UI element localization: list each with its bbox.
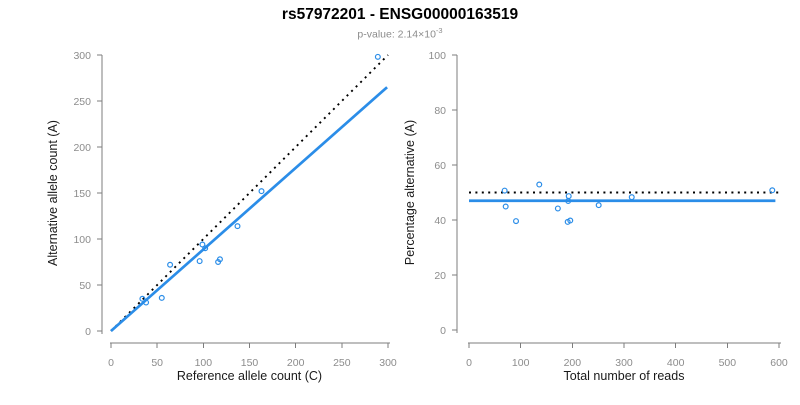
data-point — [216, 256, 223, 263]
y-tick-label: 250 — [73, 96, 91, 108]
x-tick-label: 300 — [615, 357, 633, 369]
page-title: rs57972201 - ENSG00000163519 — [281, 6, 519, 23]
y-tick-label: 0 — [85, 326, 91, 338]
data-point — [536, 181, 543, 188]
y-tick-label: 0 — [440, 325, 446, 337]
data-point — [565, 198, 572, 205]
data-point — [513, 218, 520, 225]
pvalue-mantissa: 2.14×10 — [397, 28, 436, 41]
x-tick-label: 300 — [379, 357, 397, 369]
data-point — [595, 202, 602, 209]
x-tick-label: 600 — [770, 357, 788, 369]
x-tick-label: 200 — [564, 357, 582, 369]
x-tick-label: 250 — [333, 357, 351, 369]
y-tick-label: 60 — [434, 160, 446, 172]
data-point — [502, 203, 509, 210]
y-tick-label: 300 — [73, 50, 91, 62]
data-point — [202, 245, 209, 252]
x-tick-label: 100 — [512, 357, 530, 369]
percentage-chart: 0 100 200 300 400 500 600 0 20 40 60 80 100 Total num… — [403, 50, 788, 383]
y-tick-label: 200 — [73, 142, 91, 154]
data-point — [234, 223, 241, 230]
pvalue-subtitle: p-value: 2.14×10-3 — [0, 26, 800, 41]
x-tick-label: 50 — [151, 357, 163, 369]
pvalue-exponent: -3 — [435, 26, 443, 35]
allele-count-chart: 0 50 100 150 200 250 300 0 50 100 150 200 250 300 Refe… — [46, 50, 397, 383]
y-axis-title: Percentage alternative (A) — [403, 120, 417, 265]
data-point — [501, 187, 508, 194]
x-tick-label: 400 — [667, 357, 685, 369]
data-point — [554, 205, 561, 212]
x-axis-title: Reference allele count (C) — [177, 369, 322, 383]
data-point — [167, 261, 174, 268]
data-point — [258, 188, 265, 195]
y-tick-label: 50 — [79, 280, 91, 292]
x-tick-label: 200 — [287, 357, 305, 369]
y-tick-label: 40 — [434, 215, 446, 227]
data-point — [199, 241, 206, 248]
pvalue-label: p-value: — [357, 28, 398, 41]
y-axis-title: Alternative allele count (A) — [46, 120, 60, 266]
x-tick-label: 500 — [719, 357, 737, 369]
data-point — [567, 217, 574, 224]
data-point — [196, 258, 203, 265]
y-tick-label: 100 — [73, 234, 91, 246]
y-tick-label: 80 — [434, 105, 446, 117]
x-tick-label: 100 — [195, 357, 213, 369]
x-tick-label: 0 — [466, 357, 472, 369]
y-tick-label: 100 — [428, 50, 446, 62]
data-point — [769, 187, 776, 194]
data-point — [139, 295, 146, 302]
x-tick-label: 0 — [108, 357, 114, 369]
data-point — [628, 194, 635, 201]
x-axis-title: Total number of reads — [564, 369, 685, 383]
identity-line — [110, 54, 389, 332]
y-tick-label: 150 — [73, 188, 91, 200]
data-point — [374, 53, 381, 60]
fit-line — [110, 86, 388, 333]
data-point — [565, 193, 572, 200]
x-tick-label: 150 — [241, 357, 259, 369]
data-point — [158, 294, 165, 301]
y-tick-label: 20 — [434, 270, 446, 282]
data-point — [143, 299, 150, 306]
